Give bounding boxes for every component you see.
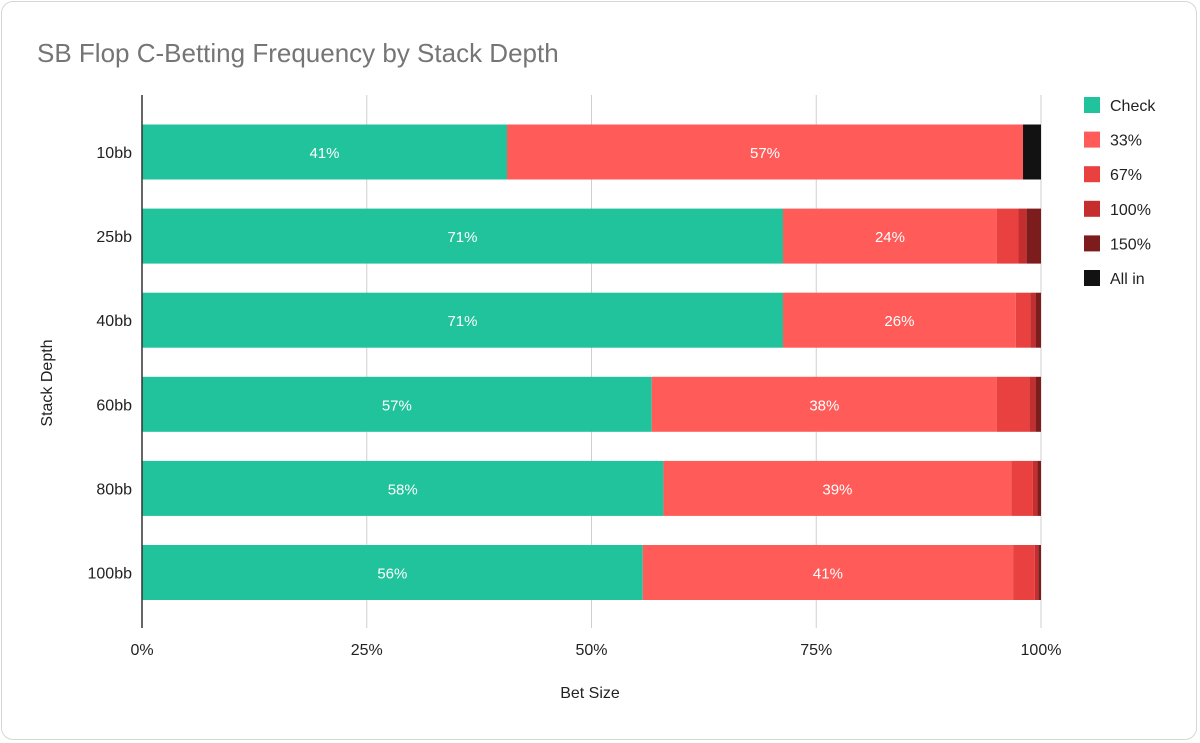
bars — [142, 124, 1041, 600]
x-tick-label: 75% — [800, 642, 832, 659]
legend-swatch — [1084, 200, 1100, 217]
bar-segment — [996, 208, 1019, 264]
x-tick-label: 25% — [351, 642, 383, 659]
data-label: 57% — [750, 145, 780, 162]
bar-segment — [1038, 545, 1041, 600]
y-tick-label: 25bb — [96, 229, 132, 246]
data-label: 39% — [822, 481, 852, 498]
legend-swatch — [1084, 166, 1100, 183]
data-label: 38% — [809, 397, 839, 414]
legend-label: 33% — [1110, 133, 1142, 150]
x-tick-labels: 0% 25% 50% 75% 100% — [130, 642, 1061, 659]
x-tick-label: 100% — [1021, 642, 1062, 659]
data-label: 56% — [377, 566, 407, 583]
bar-segment — [142, 460, 664, 516]
x-tick-label: 50% — [575, 642, 607, 659]
data-label: 41% — [309, 145, 339, 162]
chart-title: SB Flop C-Betting Frequency by Stack Dep… — [37, 38, 559, 68]
data-label: 26% — [884, 313, 914, 330]
bar-segment — [1034, 545, 1039, 600]
bar-segment — [1029, 376, 1036, 432]
bar-segment — [142, 545, 643, 600]
bar-segment — [1032, 460, 1038, 516]
bar-segment — [642, 545, 1014, 600]
y-tick-label: 80bb — [96, 481, 132, 498]
bar-segment — [782, 292, 1016, 348]
bar-segment — [996, 376, 1030, 432]
legend-label: Check — [1110, 98, 1156, 115]
legend-label: 67% — [1110, 167, 1142, 184]
bar-segment — [1013, 545, 1035, 600]
data-label: 58% — [388, 481, 418, 498]
bar-segment — [663, 460, 1012, 516]
y-tick-labels: 10bb 25bb 40bb 60bb 80bb 100bb — [88, 145, 133, 583]
bar-segment — [506, 124, 1024, 180]
bar-segment — [1018, 208, 1027, 264]
data-label: 24% — [875, 229, 905, 246]
bar-segment — [1037, 460, 1041, 516]
legend-swatch — [1084, 97, 1100, 113]
bar-segment — [1011, 460, 1033, 516]
bar-segment — [1023, 124, 1041, 180]
bar-segment — [782, 208, 997, 264]
legend-swatch — [1084, 131, 1100, 148]
bar-segment — [1035, 292, 1041, 348]
legend-label: All in — [1110, 271, 1145, 288]
legend-swatch — [1084, 270, 1100, 286]
x-axis-title: Bet Size — [560, 685, 620, 702]
data-label: 71% — [447, 229, 477, 246]
legend-label: 150% — [1110, 236, 1151, 253]
bar-segment — [142, 208, 783, 264]
data-label: 57% — [382, 397, 412, 414]
data-label: 71% — [447, 313, 477, 330]
bar-segment — [651, 376, 997, 432]
y-tick-label: 10bb — [96, 145, 132, 162]
legend-label: 100% — [1110, 202, 1151, 219]
bar-segment — [142, 124, 507, 180]
y-tick-label: 100bb — [88, 566, 133, 583]
bar-segment — [1030, 292, 1036, 348]
bar-labels: 41% 57% 71% 24% 71% 26% 57% 38% 58% 39% 56% 41% — [309, 145, 914, 583]
data-label: 41% — [813, 566, 843, 583]
bar-segment — [142, 292, 783, 348]
legend-swatch — [1084, 235, 1100, 252]
gridlines — [366, 95, 1042, 628]
bar-segment — [1015, 292, 1031, 348]
y-axis-title: Stack Depth — [39, 339, 56, 426]
legend: Check 33% 67% 100% 150% All in — [1084, 97, 1156, 288]
y-tick-label: 60bb — [96, 397, 132, 414]
bar-segment — [142, 376, 652, 432]
bar-segment — [1035, 376, 1041, 432]
bar-segment — [1026, 208, 1041, 264]
x-tick-label: 0% — [130, 642, 153, 659]
y-tick-label: 40bb — [96, 313, 132, 330]
